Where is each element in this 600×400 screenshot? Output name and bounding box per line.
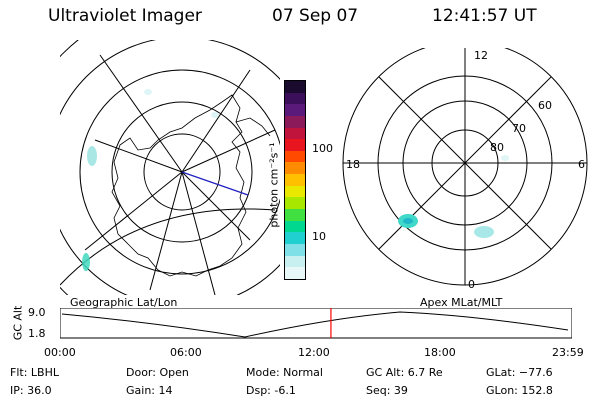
mlt-label-12: 12	[474, 49, 488, 62]
colorbar-segment	[285, 150, 305, 163]
polar-panel-label: Apex MLat/MLT	[420, 296, 503, 309]
polar-plot	[342, 48, 588, 286]
colorbar-segment	[285, 185, 305, 198]
time-tick-1800: 18:00	[424, 346, 456, 359]
colorbar-segment	[285, 104, 305, 116]
geographic-map	[60, 40, 280, 295]
time-tick-1200: 12:00	[298, 346, 330, 359]
altitude-plot	[60, 308, 572, 339]
date-label: 07 Sep 07	[272, 6, 359, 26]
mlt-label-6: 6	[578, 158, 585, 171]
colorbar-tick-100: 100	[312, 142, 333, 155]
colorbar-segment	[285, 232, 305, 244]
colorbar-segment	[285, 139, 305, 151]
colorbar-segment	[285, 243, 305, 256]
colorbar-segment	[285, 197, 305, 210]
colorbar-segment	[285, 162, 305, 175]
colorbar-segment	[285, 220, 305, 233]
seq-info: Seq: 39	[366, 384, 408, 397]
colorbar-segment	[285, 81, 305, 93]
instrument-title: Ultraviolet Imager	[48, 6, 202, 26]
colorbar-segment	[285, 115, 305, 128]
gc-alt-info: GC Alt: 6.7 Re	[366, 366, 443, 379]
colorbar-unit-label: photon cm⁻²s⁻¹	[267, 142, 281, 228]
colorbar-segment	[285, 255, 305, 268]
altitude-ytick-min: 1.8	[28, 327, 46, 340]
dsp-info: Dsp: -6.1	[246, 384, 296, 397]
door-info: Door: Open	[126, 366, 189, 379]
colorbar-segment	[285, 127, 305, 140]
colorbar-segment	[285, 267, 305, 279]
mlt-label-18: 18	[346, 158, 360, 171]
lat-label-60: 60	[538, 99, 552, 112]
colorbar	[284, 80, 306, 280]
time-tick-2359: 23:59	[552, 346, 584, 359]
lat-label-70: 70	[512, 122, 526, 135]
mlt-label-0: 0	[468, 278, 475, 291]
altitude-ytick-max: 9.0	[28, 306, 46, 319]
mode-info: Mode: Normal	[246, 366, 323, 379]
time-label: 12:41:57 UT	[432, 6, 537, 26]
geo-panel-label: Geographic Lat/Lon	[70, 296, 178, 309]
colorbar-segment	[285, 209, 305, 221]
altitude-ylabel: GC Alt	[11, 305, 25, 341]
glon-info: GLon: 152.8	[486, 384, 553, 397]
glat-info: GLat: −77.6	[486, 366, 553, 379]
colorbar-tick-10: 10	[312, 230, 326, 243]
time-tick-0600: 06:00	[170, 346, 202, 359]
time-tick-0000: 00:00	[44, 346, 76, 359]
lat-label-80: 80	[490, 141, 504, 154]
ip-info: IP: 36.0	[10, 384, 52, 397]
gain-info: Gain: 14	[126, 384, 173, 397]
colorbar-segment	[285, 92, 305, 105]
filter-info: Flt: LBHL	[10, 366, 59, 379]
colorbar-segment	[285, 174, 305, 186]
